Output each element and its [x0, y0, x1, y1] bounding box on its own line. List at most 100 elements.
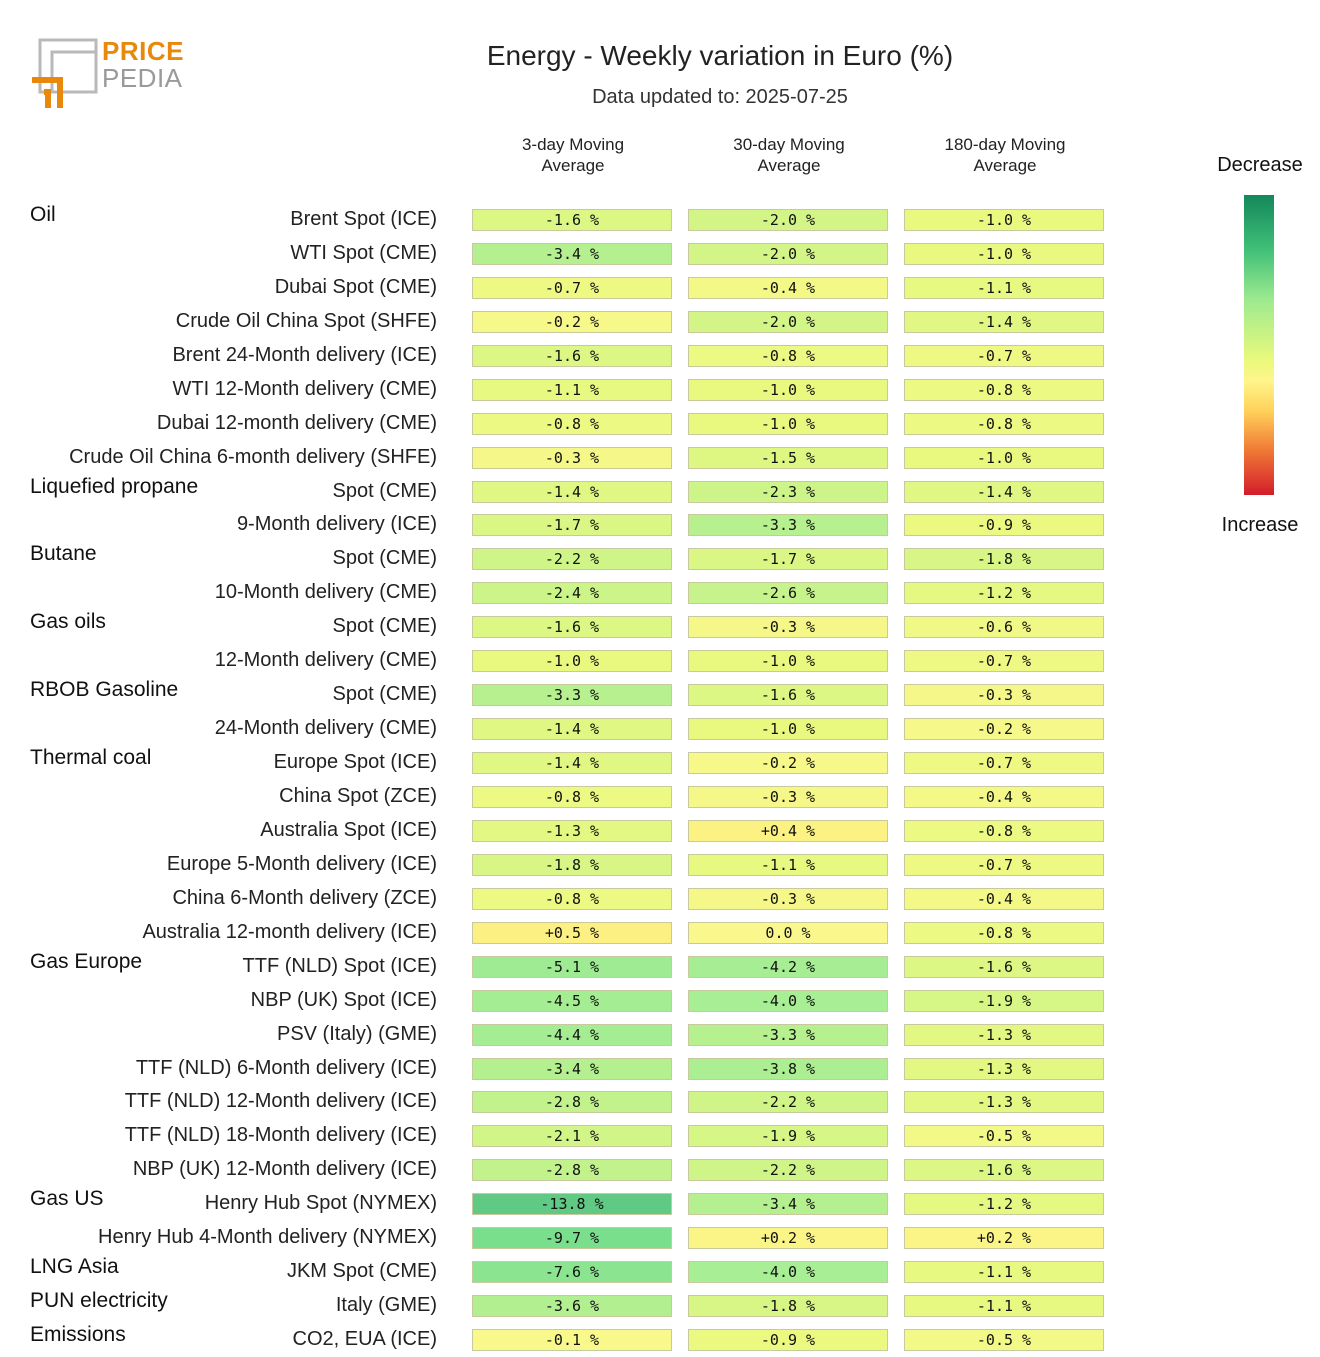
column-header-line: 180-day Moving: [944, 135, 1066, 154]
heatmap-cell: -1.0 %: [904, 242, 1104, 265]
heatmap-cell: -1.5 %: [688, 446, 888, 469]
group-label: Emissions: [30, 1323, 126, 1347]
column-header-3day: 3-day Moving Average: [472, 134, 674, 176]
heatmap-cell: -2.2 %: [472, 548, 672, 571]
heatmap-cell: -1.6 %: [472, 209, 672, 231]
heatmap-cell: -1.1 %: [904, 1261, 1104, 1284]
heatmap-cell: 0.0 %: [688, 921, 888, 944]
heatmap-cell: -0.9 %: [904, 514, 1104, 537]
row-label: Spot (CME): [332, 547, 437, 570]
heatmap-cell: -1.4 %: [472, 752, 672, 775]
heatmap-cell: -1.1 %: [472, 378, 672, 401]
heatmap-cell: -1.3 %: [904, 1091, 1104, 1114]
heatmap-cell: -2.0 %: [688, 209, 888, 231]
row-label: WTI 12-Month delivery (CME): [172, 377, 438, 400]
heatmap-cell: -1.1 %: [904, 1295, 1104, 1318]
heatmap-cell: -0.8 %: [472, 412, 672, 435]
heatmap-cell: -0.7 %: [904, 650, 1104, 673]
chart-subtitle: Data updated to: 2025-07-25: [592, 86, 848, 108]
heatmap-cell: -5.1 %: [472, 955, 672, 978]
row-label: Australia 12-month delivery (ICE): [142, 920, 437, 943]
heatmap-cell: -1.8 %: [688, 1295, 888, 1318]
heatmap-cell: -4.2 %: [688, 955, 888, 978]
heatmap-cell: -0.3 %: [904, 684, 1104, 707]
heatmap-cell: -4.4 %: [472, 1023, 672, 1046]
logo-mark-icon: [32, 38, 98, 108]
column-header-line: Average: [757, 156, 821, 175]
heatmap-cell: -2.0 %: [688, 310, 888, 333]
heatmap-cell: -1.1 %: [688, 853, 888, 876]
row-label: Spot (CME): [332, 479, 437, 502]
chart-title: Energy - Weekly variation in Euro (%): [486, 40, 954, 71]
row-label: CO2, EUA (ICE): [292, 1328, 437, 1351]
heatmap-cell: -0.1 %: [472, 1329, 672, 1352]
heatmap-cell: -0.7 %: [904, 344, 1104, 367]
heatmap-cell: -0.9 %: [688, 1329, 888, 1352]
row-label: WTI Spot (CME): [290, 241, 437, 264]
heatmap-cell: -1.1 %: [904, 276, 1104, 299]
heatmap-cell: -1.9 %: [904, 989, 1104, 1012]
heatmap-cell: -0.4 %: [904, 887, 1104, 910]
heatmap-cell: -2.1 %: [472, 1125, 672, 1148]
heatmap-cell: -1.4 %: [472, 480, 672, 503]
row-label: Brent 24-Month delivery (ICE): [172, 343, 437, 366]
row-label: Crude Oil China 6-month delivery (SHFE): [69, 445, 437, 468]
heatmap-cell: -0.6 %: [904, 616, 1104, 639]
row-label: Europe Spot (ICE): [273, 751, 437, 774]
row-label: China Spot (ZCE): [279, 784, 437, 807]
legend-color-scale: [1244, 195, 1274, 495]
group-label: Gas US: [30, 1187, 104, 1211]
row-label: 12-Month delivery (CME): [214, 649, 437, 672]
heatmap-cell: -4.0 %: [688, 989, 888, 1012]
row-label: NBP (UK) 12-Month delivery (ICE): [132, 1158, 437, 1181]
heatmap-cell: -0.3 %: [688, 785, 888, 808]
row-label: Spot (CME): [332, 615, 437, 638]
row-label: Spot (CME): [332, 683, 437, 706]
heatmap-cell: -1.4 %: [904, 310, 1104, 333]
heatmap-cell: -0.8 %: [688, 344, 888, 367]
heatmap-cell: -1.0 %: [688, 718, 888, 741]
heatmap-cell: -1.6 %: [688, 684, 888, 707]
row-label: Dubai Spot (CME): [274, 275, 437, 298]
heatmap-cell: -1.0 %: [688, 650, 888, 673]
heatmap-cell: -0.8 %: [472, 785, 672, 808]
group-label: LNG Asia: [30, 1255, 119, 1279]
heatmap-cell: -2.2 %: [688, 1091, 888, 1114]
column-header-line: Average: [541, 156, 605, 175]
row-label: Italy (GME): [335, 1294, 437, 1317]
heatmap-cell: -7.6 %: [472, 1261, 672, 1284]
heatmap-cell: +0.2 %: [904, 1227, 1104, 1250]
group-label: Gas oils: [30, 610, 106, 634]
heatmap-cell: -1.0 %: [904, 446, 1104, 469]
legend-decrease-label: Decrease: [1217, 154, 1303, 176]
heatmap-cell: -3.6 %: [472, 1295, 672, 1318]
heatmap-cell: -3.4 %: [472, 242, 672, 265]
logo-wordmark: PRICE PEDIA: [102, 38, 184, 92]
heatmap-cell: -4.0 %: [688, 1261, 888, 1284]
row-label: Crude Oil China Spot (SHFE): [175, 309, 437, 332]
heatmap-cell: -0.8 %: [904, 921, 1104, 944]
row-label: Brent Spot (ICE): [290, 208, 437, 230]
column-header-line: 3-day Moving: [521, 135, 625, 154]
heatmap-cell: -2.8 %: [472, 1159, 672, 1182]
row-label: Australia Spot (ICE): [260, 818, 437, 841]
row-label: Dubai 12-month delivery (CME): [156, 411, 437, 434]
group-label: Oil: [30, 203, 56, 226]
heatmap-cell: -0.4 %: [904, 785, 1104, 808]
heatmap-cell: -2.4 %: [472, 582, 672, 605]
logo-line-2: PEDIA: [102, 63, 183, 93]
heatmap-cell: -0.8 %: [904, 412, 1104, 435]
heatmap-cell: -1.0 %: [688, 412, 888, 435]
heatmap-cell: -1.6 %: [472, 344, 672, 367]
heatmap-cell: -0.7 %: [904, 752, 1104, 775]
column-header-line: Average: [973, 156, 1037, 175]
column-header-30day: 30-day Moving Average: [688, 134, 890, 176]
heatmap-cell: -1.0 %: [688, 378, 888, 401]
heatmap-cell: -1.2 %: [904, 1193, 1104, 1216]
heatmap-cell: -1.8 %: [904, 548, 1104, 571]
heatmap-cell: -0.8 %: [472, 887, 672, 910]
row-label: Henry Hub Spot (NYMEX): [204, 1192, 437, 1215]
heatmap-cell: -1.4 %: [904, 480, 1104, 503]
heatmap-cell: -0.2 %: [904, 718, 1104, 741]
row-label: 10-Month delivery (CME): [214, 581, 437, 604]
